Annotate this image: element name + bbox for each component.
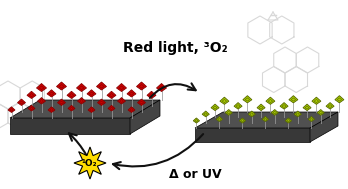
- Polygon shape: [326, 103, 334, 109]
- Polygon shape: [97, 99, 105, 105]
- Polygon shape: [308, 116, 315, 122]
- Polygon shape: [117, 84, 127, 91]
- Polygon shape: [27, 91, 36, 98]
- Polygon shape: [285, 118, 292, 123]
- Polygon shape: [234, 103, 242, 109]
- Polygon shape: [262, 116, 269, 122]
- Polygon shape: [88, 107, 95, 112]
- FancyArrowPatch shape: [150, 83, 196, 98]
- Polygon shape: [147, 91, 156, 98]
- Text: ¹O₂: ¹O₂: [81, 160, 97, 169]
- Polygon shape: [266, 97, 275, 104]
- Polygon shape: [78, 98, 86, 104]
- Polygon shape: [10, 118, 130, 134]
- Polygon shape: [67, 91, 76, 98]
- FancyArrowPatch shape: [69, 133, 87, 156]
- Polygon shape: [136, 82, 147, 90]
- Polygon shape: [303, 104, 311, 111]
- Polygon shape: [130, 100, 160, 134]
- Polygon shape: [107, 91, 116, 98]
- Polygon shape: [8, 107, 15, 112]
- Polygon shape: [57, 99, 65, 105]
- FancyArrowPatch shape: [113, 134, 203, 169]
- Text: Δ or UV: Δ or UV: [169, 169, 221, 181]
- Polygon shape: [127, 90, 136, 97]
- Polygon shape: [271, 110, 278, 115]
- Polygon shape: [202, 111, 209, 117]
- Polygon shape: [68, 105, 75, 111]
- Polygon shape: [225, 110, 232, 115]
- Polygon shape: [195, 112, 338, 128]
- Polygon shape: [220, 97, 229, 104]
- Polygon shape: [56, 82, 66, 90]
- Polygon shape: [17, 99, 25, 105]
- Polygon shape: [294, 111, 301, 117]
- Polygon shape: [10, 100, 160, 118]
- Polygon shape: [257, 104, 265, 111]
- Polygon shape: [216, 116, 223, 122]
- Polygon shape: [47, 90, 56, 97]
- Polygon shape: [280, 103, 288, 109]
- Polygon shape: [77, 84, 87, 91]
- Polygon shape: [118, 98, 126, 104]
- Polygon shape: [289, 96, 298, 103]
- Polygon shape: [128, 107, 135, 112]
- Polygon shape: [195, 128, 310, 142]
- Polygon shape: [74, 147, 106, 179]
- Polygon shape: [38, 98, 46, 104]
- Polygon shape: [48, 107, 55, 112]
- Polygon shape: [248, 111, 255, 117]
- Polygon shape: [243, 96, 252, 103]
- Text: Red light, ³O₂: Red light, ³O₂: [123, 41, 227, 55]
- Polygon shape: [108, 105, 115, 111]
- Polygon shape: [239, 118, 246, 123]
- Polygon shape: [193, 118, 199, 123]
- Polygon shape: [317, 110, 324, 115]
- Polygon shape: [310, 112, 338, 142]
- Polygon shape: [335, 96, 344, 103]
- Polygon shape: [312, 97, 321, 104]
- Polygon shape: [28, 105, 35, 111]
- Polygon shape: [96, 82, 106, 90]
- Polygon shape: [37, 84, 47, 91]
- Polygon shape: [211, 104, 219, 111]
- Polygon shape: [137, 99, 145, 105]
- Polygon shape: [157, 84, 166, 91]
- Polygon shape: [87, 90, 96, 97]
